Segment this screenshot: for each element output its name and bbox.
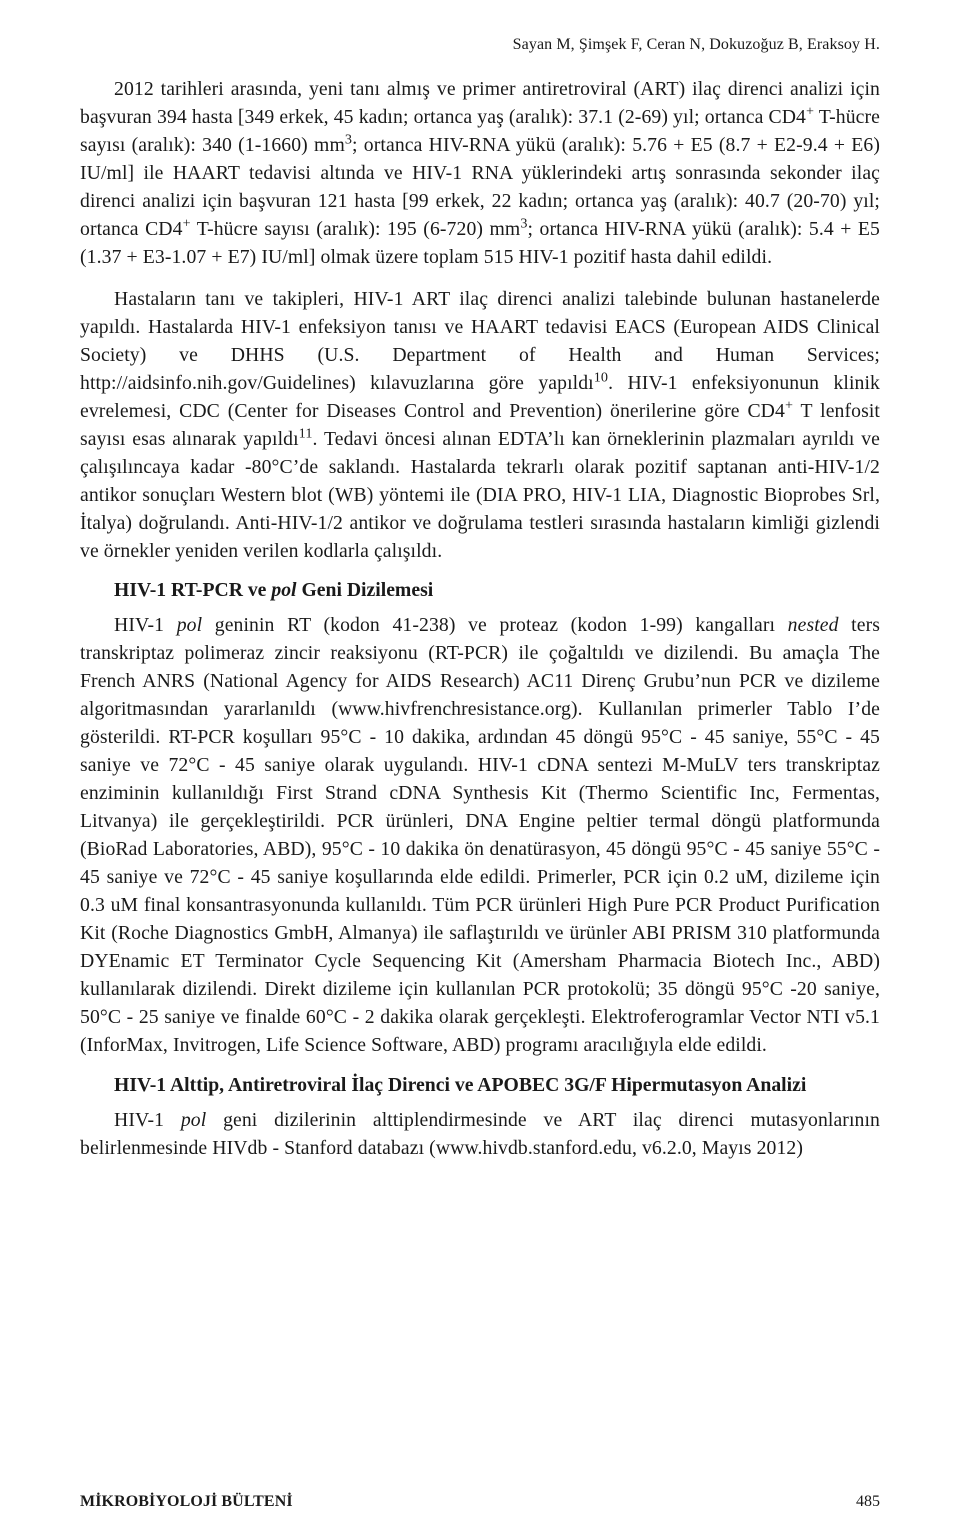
- page: Sayan M, Şimşek F, Ceran N, Dokuzoğuz B,…: [0, 0, 960, 1537]
- paragraph-rtpcr-sequencing: HIV-1 pol geninin RT (kodon 41-238) ve p…: [80, 612, 880, 1060]
- paragraph-diagnosis-followup: Hastaların tanı ve takipleri, HIV-1 ART …: [80, 286, 880, 566]
- section-heading-rtpcr: HIV-1 RT-PCR ve pol Geni Dizilemesi: [114, 579, 880, 602]
- heading-part-c: Geni Dizilemesi: [297, 579, 434, 601]
- paragraph-methods-cohort: 2012 tarihleri arasında, yeni tanı almış…: [80, 76, 880, 272]
- page-footer: MİKROBİYOLOJİ BÜLTENİ 485: [80, 1493, 880, 1511]
- heading-part-a: HIV-1 RT-PCR ve: [114, 579, 271, 601]
- footer-journal-title: MİKROBİYOLOJİ BÜLTENİ: [80, 1493, 293, 1511]
- footer-page-number: 485: [856, 1493, 880, 1511]
- heading-part-pol: pol: [271, 579, 296, 601]
- section-heading-subtype: HIV-1 Alttip, Antiretroviral İlaç Direnc…: [114, 1074, 880, 1097]
- running-head-authors: Sayan M, Şimşek F, Ceran N, Dokuzoğuz B,…: [80, 36, 880, 54]
- paragraph-subtype-analysis: HIV-1 pol geni dizilerinin alttiplendirm…: [80, 1107, 880, 1163]
